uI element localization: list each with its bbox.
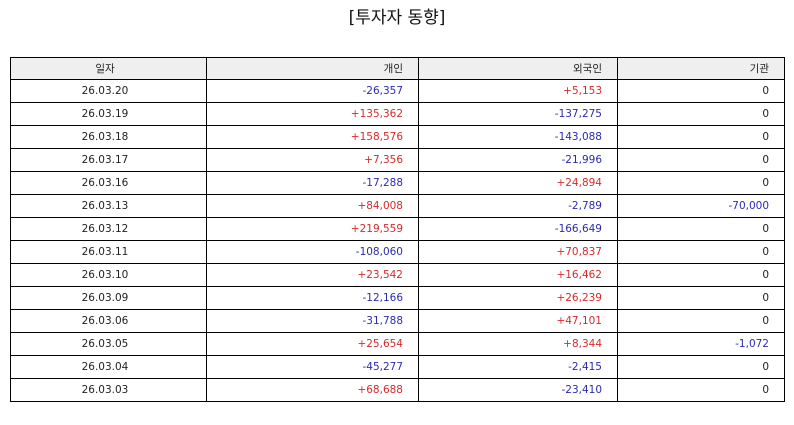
table-row: 26.03.13 +84,008 -2,789 -70,000 — [10, 194, 785, 218]
institution-cell: 0 — [617, 125, 785, 149]
date-cell: 26.03.20 — [10, 79, 207, 103]
individual-cell: +158,576 — [206, 125, 419, 149]
institution-cell: 0 — [617, 263, 785, 287]
date-cell: 26.03.17 — [10, 148, 207, 172]
table-row: 26.03.18 +158,576 -143,088 0 — [10, 125, 785, 149]
table-row: 26.03.20 -26,357 +5,153 0 — [10, 79, 785, 103]
table-row: 26.03.11 -108,060 +70,837 0 — [10, 240, 785, 264]
foreign-cell: -21,996 — [418, 148, 618, 172]
foreign-cell: +47,101 — [418, 309, 618, 333]
institution-cell: -1,072 — [617, 332, 785, 356]
column-header-individual: 개인 — [206, 57, 419, 80]
table-header-row: 일자 개인 외국인 기관 — [10, 57, 785, 80]
table-row: 26.03.19 +135,362 -137,275 0 — [10, 102, 785, 126]
foreign-cell: +26,239 — [418, 286, 618, 310]
foreign-cell: -2,415 — [418, 355, 618, 379]
date-cell: 26.03.12 — [10, 217, 207, 241]
institution-cell: 0 — [617, 102, 785, 126]
institution-cell: 0 — [617, 79, 785, 103]
table-row: 26.03.10 +23,542 +16,462 0 — [10, 263, 785, 287]
date-cell: 26.03.05 — [10, 332, 207, 356]
column-header-institution: 기관 — [617, 57, 785, 80]
institution-cell: 0 — [617, 309, 785, 333]
institution-cell: 0 — [617, 286, 785, 310]
individual-cell: +25,654 — [206, 332, 419, 356]
individual-cell: -31,788 — [206, 309, 419, 333]
institution-cell: 0 — [617, 148, 785, 172]
individual-cell: -12,166 — [206, 286, 419, 310]
institution-cell: 0 — [617, 217, 785, 241]
date-cell: 26.03.11 — [10, 240, 207, 264]
institution-cell: -70,000 — [617, 194, 785, 218]
table-row: 26.03.03 +68,688 -23,410 0 — [10, 378, 785, 402]
table-row: 26.03.16 -17,288 +24,894 0 — [10, 171, 785, 195]
foreign-cell: -137,275 — [418, 102, 618, 126]
date-cell: 26.03.19 — [10, 102, 207, 126]
date-cell: 26.03.10 — [10, 263, 207, 287]
foreign-cell: -23,410 — [418, 378, 618, 402]
table-row: 26.03.04 -45,277 -2,415 0 — [10, 355, 785, 379]
table-row: 26.03.09 -12,166 +26,239 0 — [10, 286, 785, 310]
date-cell: 26.03.06 — [10, 309, 207, 333]
foreign-cell: +5,153 — [418, 79, 618, 103]
foreign-cell: +16,462 — [418, 263, 618, 287]
column-header-foreign: 외국인 — [418, 57, 618, 80]
institution-cell: 0 — [617, 171, 785, 195]
column-header-date: 일자 — [10, 57, 207, 80]
table-row: 26.03.17 +7,356 -21,996 0 — [10, 148, 785, 172]
institution-cell: 0 — [617, 378, 785, 402]
date-cell: 26.03.13 — [10, 194, 207, 218]
individual-cell: +23,542 — [206, 263, 419, 287]
table-row: 26.03.05 +25,654 +8,344 -1,072 — [10, 332, 785, 356]
date-cell: 26.03.16 — [10, 171, 207, 195]
individual-cell: -45,277 — [206, 355, 419, 379]
date-cell: 26.03.09 — [10, 286, 207, 310]
foreign-cell: +24,894 — [418, 171, 618, 195]
date-cell: 26.03.18 — [10, 125, 207, 149]
individual-cell: +84,008 — [206, 194, 419, 218]
investor-trend-table: 일자 개인 외국인 기관 26.03.20 -26,357 +5,153 0 26.03… — [10, 57, 785, 402]
foreign-cell: -166,649 — [418, 217, 618, 241]
foreign-cell: -2,789 — [418, 194, 618, 218]
foreign-cell: +70,837 — [418, 240, 618, 264]
table-row: 26.03.06 -31,788 +47,101 0 — [10, 309, 785, 333]
individual-cell: +135,362 — [206, 102, 419, 126]
individual-cell: -108,060 — [206, 240, 419, 264]
date-cell: 26.03.03 — [10, 378, 207, 402]
page-title: [투자자 동향] — [348, 8, 446, 28]
date-cell: 26.03.04 — [10, 355, 207, 379]
institution-cell: 0 — [617, 240, 785, 264]
institution-cell: 0 — [617, 355, 785, 379]
individual-cell: +7,356 — [206, 148, 419, 172]
table-body: 26.03.20 -26,357 +5,153 0 26.03.19 +135,362 -1… — [10, 79, 785, 402]
individual-cell: +68,688 — [206, 378, 419, 402]
foreign-cell: -143,088 — [418, 125, 618, 149]
foreign-cell: +8,344 — [418, 332, 618, 356]
individual-cell: -26,357 — [206, 79, 419, 103]
individual-cell: +219,559 — [206, 217, 419, 241]
individual-cell: -17,288 — [206, 171, 419, 195]
table-row: 26.03.12 +219,559 -166,649 0 — [10, 217, 785, 241]
